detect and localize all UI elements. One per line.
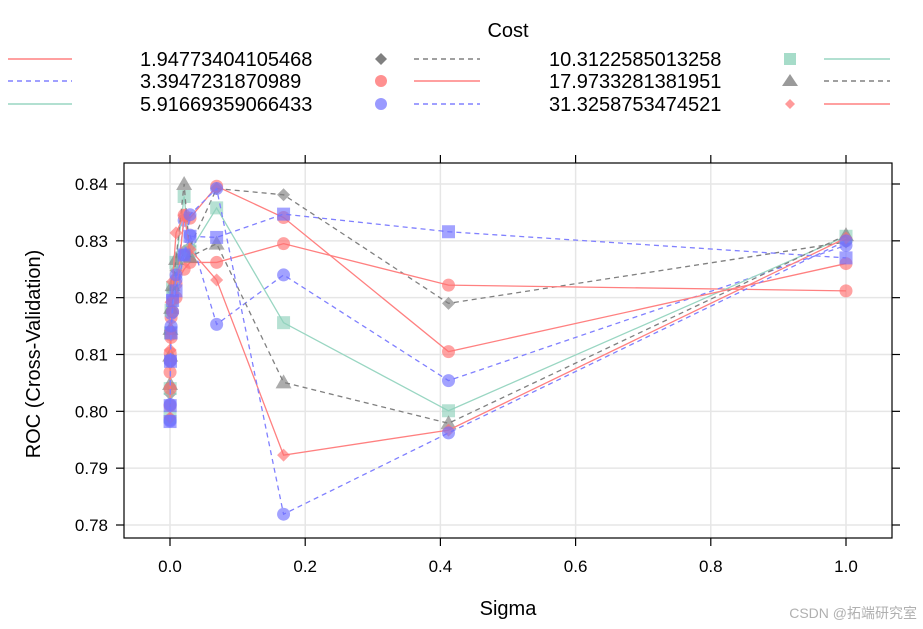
legend-triangle-icon	[782, 74, 798, 86]
legend-label-5: 17.9733281381951	[549, 71, 721, 93]
data-point-square	[277, 316, 291, 330]
series-7	[163, 179, 853, 413]
y-tick-label: 0.83	[75, 232, 108, 251]
legend-label-2: 3.3947231870989	[140, 71, 301, 93]
data-point-circle	[163, 353, 177, 367]
series-line	[169, 185, 847, 406]
data-point-circle	[839, 234, 853, 248]
data-point-triangle	[275, 374, 292, 389]
y-tick-label: 0.82	[75, 289, 108, 308]
x-tick-label: 0.0	[158, 557, 182, 576]
data-point-diamond	[169, 226, 183, 240]
data-point-diamond	[210, 273, 224, 287]
legend-diamond-icon	[375, 53, 387, 65]
series-layer	[162, 176, 854, 521]
axes: 0.0 0.2 0.4 0.6 0.8 1.0 0.78 0.79 0.80 0.81 0.82 0.…	[75, 155, 900, 576]
data-point-triangle	[440, 415, 457, 430]
x-tick-label: 0.2	[293, 557, 317, 576]
series-5	[162, 176, 854, 430]
x-tick-label: 0.6	[564, 557, 588, 576]
legend-square-icon	[784, 53, 796, 65]
legend-label-6: 31.3258753474521	[549, 94, 721, 116]
data-point-circle	[442, 426, 456, 440]
data-point-circle	[442, 374, 456, 388]
series-line	[169, 243, 847, 373]
data-point-diamond	[442, 296, 456, 310]
data-point-circle	[163, 414, 177, 428]
data-point-circle	[183, 208, 197, 222]
series-4	[163, 190, 853, 424]
x-tick-label: 1.0	[834, 557, 858, 576]
data-point-diamond	[277, 188, 291, 202]
data-point-square	[210, 230, 224, 244]
series-1	[163, 182, 853, 401]
data-point-square	[177, 190, 191, 204]
data-point-circle	[164, 319, 178, 333]
data-point-circle	[166, 305, 180, 319]
data-point-circle	[210, 317, 224, 331]
data-point-circle	[277, 507, 291, 521]
data-point-diamond	[277, 448, 291, 462]
legend-label-3: 5.91669359066433	[140, 94, 312, 116]
y-tick-label: 0.80	[75, 402, 108, 421]
y-tick-label: 0.79	[75, 459, 108, 478]
legend-diamond-red-icon	[785, 99, 795, 109]
y-axis-title: ROC (Cross-Validation)	[23, 250, 45, 459]
series-line	[169, 187, 847, 516]
series-2	[163, 237, 853, 379]
legend-title: Cost	[487, 20, 529, 42]
data-point-circle	[210, 182, 224, 196]
x-tick-label: 0.8	[699, 557, 723, 576]
legend-circle-red-icon	[375, 75, 387, 87]
grid	[124, 163, 892, 538]
data-point-circle	[210, 255, 224, 269]
data-point-circle	[277, 268, 291, 282]
series-line	[169, 183, 847, 424]
data-point-circle	[839, 284, 853, 298]
data-point-square	[442, 404, 456, 418]
data-point-circle	[442, 345, 456, 359]
series-6	[163, 208, 853, 462]
y-tick-label: 0.84	[75, 175, 108, 194]
legend-circle-blue-icon	[375, 98, 387, 110]
x-tick-label: 0.4	[429, 557, 453, 576]
data-point-triangle	[176, 176, 193, 190]
data-point-circle	[177, 248, 191, 262]
data-point-circle	[163, 382, 177, 396]
data-point-square	[277, 207, 291, 221]
plot-frame	[123, 162, 893, 539]
y-tick-label: 0.81	[75, 346, 108, 365]
data-point-square	[839, 251, 853, 265]
data-point-square	[183, 229, 197, 243]
series-line	[169, 196, 847, 418]
legend: Cost 1.94773404105468 3.3947231870989 5.…	[8, 20, 890, 116]
legend-label-1: 1.94773404105468	[140, 49, 312, 71]
series-line	[169, 213, 847, 422]
data-point-square	[442, 225, 456, 239]
series-line	[169, 217, 847, 420]
data-point-circle	[442, 278, 456, 292]
data-point-circle	[163, 398, 177, 412]
data-point-square	[169, 284, 183, 298]
legend-label-4: 10.3122585013258	[549, 49, 721, 71]
y-tick-label: 0.78	[75, 516, 108, 535]
x-axis-title: Sigma	[480, 598, 538, 620]
data-point-circle	[169, 268, 183, 282]
watermark: CSDN @拓端研究室	[789, 605, 917, 621]
data-point-circle	[277, 237, 291, 251]
series-9	[163, 182, 853, 521]
series-line	[169, 187, 847, 394]
